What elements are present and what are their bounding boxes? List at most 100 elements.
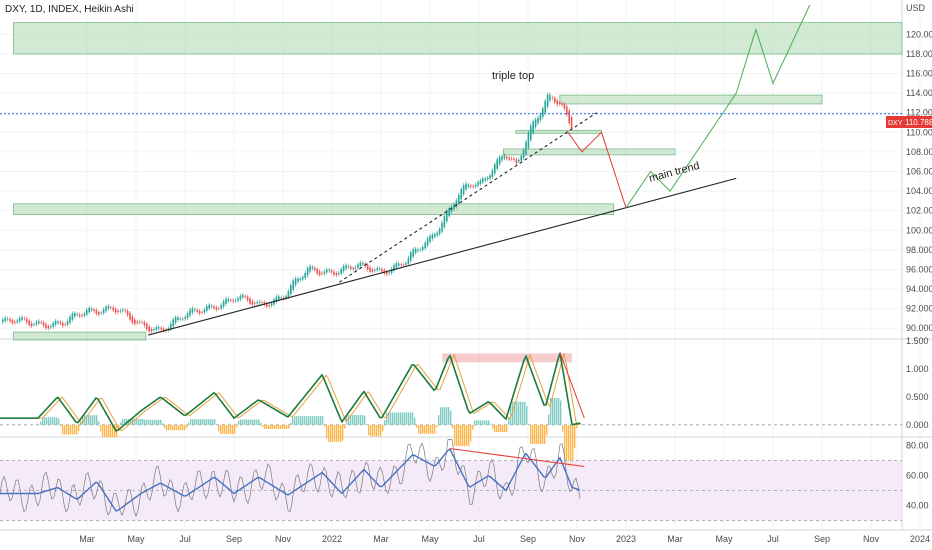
candle-body xyxy=(30,322,33,327)
candle-body xyxy=(479,180,482,184)
histogram-bar xyxy=(384,420,386,425)
histogram-bar xyxy=(150,419,152,425)
histogram-bar xyxy=(294,416,296,425)
histogram-bar xyxy=(480,420,482,425)
candle-body xyxy=(285,296,287,299)
histogram-bar xyxy=(434,424,436,434)
histogram-bar xyxy=(82,415,84,425)
histogram-bar xyxy=(174,424,176,431)
histogram-bar xyxy=(228,424,230,435)
candle-body xyxy=(107,305,110,309)
candle-body xyxy=(472,186,474,188)
candle-body xyxy=(381,268,383,272)
histogram-bar xyxy=(88,415,90,425)
histogram-bar xyxy=(550,398,552,425)
histogram-bar xyxy=(138,418,140,425)
support-resistance-zone xyxy=(503,148,676,156)
histogram-bar xyxy=(548,414,550,425)
candle-body xyxy=(35,322,38,325)
histogram-bar xyxy=(356,415,358,425)
histogram-bar xyxy=(172,424,174,431)
rsi-tick-label: 40.00 xyxy=(906,501,929,511)
histogram-bar xyxy=(540,424,542,444)
candle-body xyxy=(170,323,172,330)
histogram-bar xyxy=(416,424,418,428)
candle-body xyxy=(424,242,426,249)
histogram-bar xyxy=(234,424,236,435)
candle-body xyxy=(112,307,114,311)
histogram-bar xyxy=(236,424,238,428)
candle-body xyxy=(417,249,419,251)
price-tick-label: 116.000 xyxy=(906,69,932,79)
time-tick-label: May xyxy=(715,534,733,544)
candle-body xyxy=(146,323,148,330)
histogram-bar xyxy=(506,424,508,432)
histogram-bar xyxy=(428,424,430,434)
candle-body xyxy=(518,159,520,162)
candle-body xyxy=(462,185,465,195)
candle-body xyxy=(342,265,345,272)
histogram-bar xyxy=(560,400,562,425)
candle-body xyxy=(270,303,273,306)
candle-body xyxy=(347,266,350,268)
histogram-bar xyxy=(378,424,380,437)
candle-body xyxy=(88,307,90,313)
histogram-bar xyxy=(318,416,320,425)
histogram-bar xyxy=(432,424,434,434)
time-tick-label: Jul xyxy=(179,534,191,544)
candle-body xyxy=(568,110,570,124)
price-axis[interactable]: 90.000 92.000 94.000 96.000 98.000 100.000 102… xyxy=(906,29,932,510)
histogram-bar xyxy=(68,424,70,435)
histogram-bar xyxy=(312,416,314,425)
histogram-bar xyxy=(508,418,510,425)
candle-body xyxy=(282,297,285,299)
candle-body xyxy=(376,268,378,271)
candle-body xyxy=(249,298,251,304)
time-tick-label: Mar xyxy=(79,534,95,544)
histogram-bar xyxy=(218,424,220,432)
candle-body xyxy=(311,266,314,269)
candle-body xyxy=(4,317,6,321)
histogram-bar xyxy=(196,419,198,425)
histogram-bar xyxy=(484,420,486,425)
candle-body xyxy=(6,318,9,320)
candle-body xyxy=(162,328,165,331)
time-axis[interactable]: Mar May Jul Sep Nov 2022 Mar May Jul Sep Nov 2023 Ma… xyxy=(79,534,930,544)
histogram-bar xyxy=(498,424,500,433)
histogram-bar xyxy=(436,424,438,428)
histogram-bar xyxy=(348,415,350,425)
histogram-bar xyxy=(46,417,48,425)
main-trend-line xyxy=(148,177,737,336)
price-tick-label: 102.000 xyxy=(906,206,932,216)
candle-body xyxy=(237,298,239,301)
histogram-bar xyxy=(270,424,272,429)
candle-body xyxy=(400,264,402,266)
candle-body xyxy=(33,324,35,326)
candle-body xyxy=(45,323,47,329)
divergence-arrow xyxy=(559,352,585,419)
candle-body xyxy=(158,327,160,329)
candle-body xyxy=(498,156,501,165)
price-tick-label: 118.000 xyxy=(906,49,932,59)
histogram-bar xyxy=(106,424,108,438)
time-tick-label: Sep xyxy=(226,534,242,544)
histogram-bar xyxy=(444,407,446,425)
candle-body xyxy=(254,302,256,304)
histogram-bar xyxy=(362,415,364,425)
histogram-bar xyxy=(190,419,192,425)
histogram-bar xyxy=(494,424,496,433)
candle-body xyxy=(438,228,441,235)
price-badge-value-bg xyxy=(903,116,932,128)
candle-body xyxy=(321,273,323,274)
histogram-bar xyxy=(112,424,114,438)
histogram-bar xyxy=(72,424,74,435)
candle-body xyxy=(42,322,45,326)
candle-body xyxy=(54,320,57,325)
histogram-bar xyxy=(514,401,516,425)
histogram-bar xyxy=(402,412,404,425)
support-resistance-zone xyxy=(13,203,615,215)
candle-body xyxy=(561,103,563,105)
histogram-bar xyxy=(442,407,444,425)
histogram-bar xyxy=(272,424,274,429)
